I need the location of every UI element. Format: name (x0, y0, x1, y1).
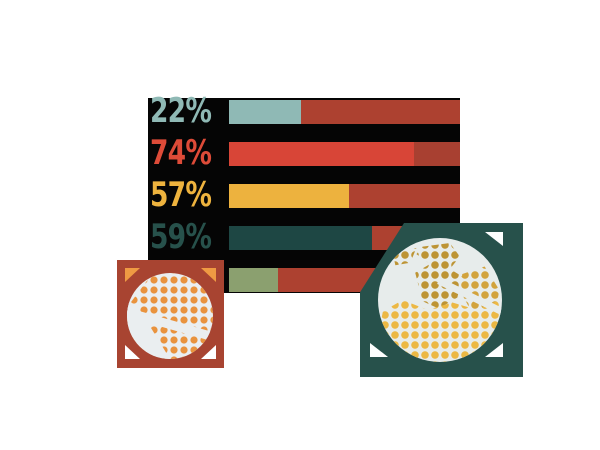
bar-fill (229, 142, 414, 166)
bar-row: 59% (148, 220, 460, 254)
bar-track (229, 142, 460, 166)
corner-triangle-icon (485, 232, 503, 246)
bar-fill (229, 268, 278, 292)
bar-value-label: 57% (150, 175, 212, 215)
bar-row: 22% (148, 94, 460, 128)
bar-row: 57% (148, 178, 460, 212)
bar-value-label: 59% (150, 217, 212, 257)
bar-track (229, 184, 460, 208)
dot-continent (378, 300, 502, 362)
bar-fill (229, 100, 301, 124)
globe-circle (378, 238, 502, 362)
bar-fill (229, 226, 373, 250)
bar-fill (229, 184, 350, 208)
bar-track (229, 100, 460, 124)
dot-continent (415, 242, 463, 309)
bar-track (229, 226, 460, 250)
bar-row: 74% (148, 136, 460, 170)
dotted-globe-icon (360, 223, 523, 377)
chart-panel: 22% 74% 57% 59% (148, 94, 460, 293)
dotted-globe-icon (117, 260, 224, 368)
bar-value-label: 74% (150, 133, 212, 173)
globe-circle (127, 273, 213, 359)
bar-value-label: 22% (150, 91, 212, 131)
